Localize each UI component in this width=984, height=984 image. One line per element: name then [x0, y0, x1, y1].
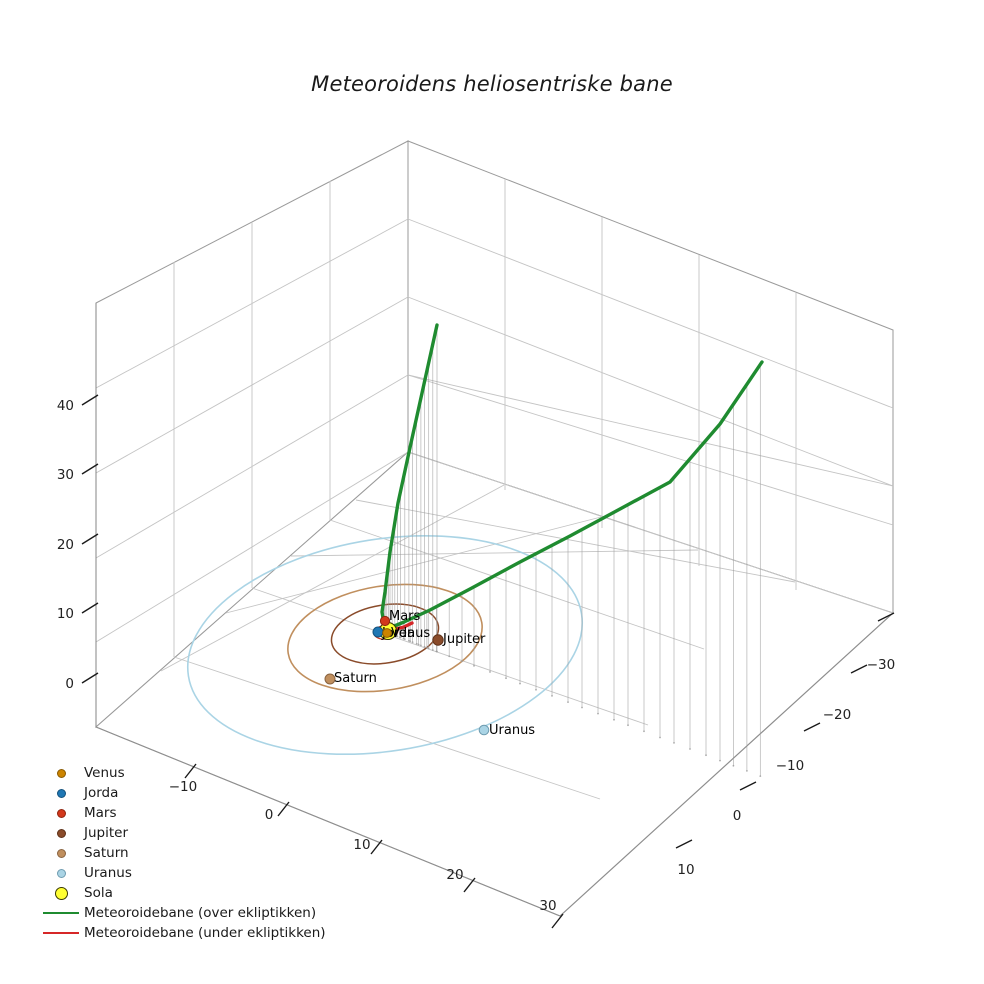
z-tick-1: 10 [57, 606, 74, 622]
legend-item-sola[interactable]: Sola [38, 883, 368, 903]
legend-marker-icon [38, 886, 84, 900]
orbit-saturn [287, 583, 483, 693]
legend-item-label: Uranus [84, 865, 132, 881]
z-tick-2: 20 [57, 537, 74, 553]
stem-group [381, 325, 761, 777]
legend-item-jupiter[interactable]: Jupiter [38, 823, 368, 843]
x-tick-2: 10 [353, 837, 370, 853]
legend-item-mars[interactable]: Mars [38, 803, 368, 823]
legend-item-uranus[interactable]: Uranus [38, 863, 368, 883]
body-venus: Venus [382, 626, 430, 641]
x-tick-3: 20 [446, 867, 463, 883]
legend-marker-icon [38, 848, 84, 858]
line-sample-icon [43, 912, 79, 914]
marker-jupiter [432, 634, 444, 646]
x-tick-0: −10 [169, 779, 198, 795]
legend-item-label: Mars [84, 805, 117, 821]
marker-venus [382, 628, 392, 638]
z-tick-0: 0 [65, 676, 74, 692]
legend-item-label: Venus [84, 765, 125, 781]
body-jupiter: Jupiter [432, 632, 486, 647]
y-tick-0: 10 [677, 862, 694, 878]
legend-item-meteoroidebane-under-ekliptikken[interactable]: Meteoroidebane (under ekliptikken) [38, 923, 368, 943]
marker-saturn [324, 673, 336, 685]
y-tick-1: 0 [733, 808, 742, 824]
dot-icon [56, 788, 66, 798]
legend-item-jorda[interactable]: Jorda [38, 783, 368, 803]
label-uranus: Uranus [489, 723, 535, 738]
axis-spines [95, 303, 894, 917]
legend-item-saturn[interactable]: Saturn [38, 843, 368, 863]
legend-item-label: Sola [84, 885, 113, 901]
x-tick-4: 30 [539, 898, 556, 914]
marker-uranus [478, 724, 490, 736]
y-tick-2: −10 [776, 758, 805, 774]
legend-line-icon [38, 932, 84, 934]
x-tick-1: 0 [265, 807, 274, 823]
legend: Venus Jorda Mars Jupiter Saturn Uranus Sola Met… [38, 763, 368, 943]
x-axis-spine [95, 726, 561, 917]
dot-icon [56, 828, 66, 838]
legend-marker-icon [38, 828, 84, 838]
meteoroid-path-inbound [380, 323, 439, 626]
meteoroid-path-outbound [390, 360, 764, 629]
legend-marker-icon [38, 808, 84, 818]
label-jupiter: Jupiter [442, 632, 486, 647]
orbit-jupiter [330, 603, 440, 665]
dot-icon [56, 848, 66, 858]
x-tick-labels: −10 0 10 20 30 [169, 779, 557, 914]
body-saturn: Saturn [324, 671, 377, 686]
marker-mars [379, 615, 391, 627]
legend-item-label: Meteoroidebane (under ekliptikken) [84, 925, 326, 941]
grid-lines [95, 179, 894, 800]
y-axis-spine [559, 612, 894, 917]
dot-icon [56, 768, 66, 778]
label-mars: Mars [389, 609, 421, 624]
legend-item-label: Saturn [84, 845, 129, 861]
page-title: Meteoroidens heliosentriske bane [311, 72, 673, 96]
y-tick-4: −30 [867, 657, 896, 673]
legend-marker-icon [38, 768, 84, 778]
y-tick-labels: 10 0 −10 −20 −30 [677, 657, 895, 878]
legend-item-label: Meteoroidebane (over ekliptikken) [84, 905, 317, 921]
z-tick-labels: 0 10 20 30 40 [57, 398, 74, 692]
legend-marker-icon [38, 788, 84, 798]
legend-item-meteoroidebane-over-ekliptikken[interactable]: Meteoroidebane (over ekliptikken) [38, 903, 368, 923]
label-venus: Venus [391, 626, 430, 641]
orbit-uranus [186, 534, 584, 756]
legend-line-icon [38, 912, 84, 914]
body-uranus: Uranus [478, 723, 535, 738]
legend-item-label: Jupiter [84, 825, 129, 841]
dot-icon [56, 868, 66, 878]
dot-icon [56, 808, 66, 818]
label-saturn: Saturn [334, 671, 377, 686]
tick-marks [81, 394, 895, 929]
legend-item-venus[interactable]: Venus [38, 763, 368, 783]
body-mars: Mars [379, 609, 421, 627]
z-tick-4: 40 [57, 398, 74, 414]
legend-item-label: Jorda [84, 785, 119, 801]
y-tick-3: −20 [823, 707, 852, 723]
line-sample-icon [43, 932, 79, 934]
dot-icon [54, 886, 68, 900]
legend-marker-icon [38, 868, 84, 878]
z-tick-3: 30 [57, 467, 74, 483]
